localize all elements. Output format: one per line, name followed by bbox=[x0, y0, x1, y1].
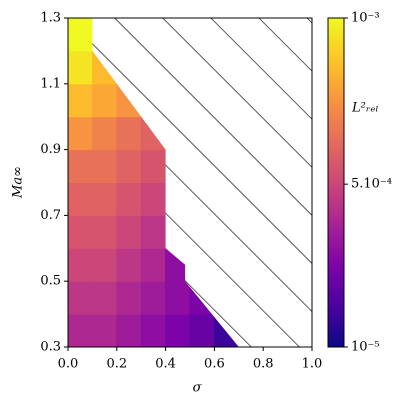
field-cell bbox=[91, 280, 118, 315]
field-cell bbox=[91, 116, 118, 151]
field-cell bbox=[68, 149, 93, 183]
field-cell bbox=[91, 149, 118, 183]
field-cell bbox=[91, 247, 118, 282]
plot-frame bbox=[67, 17, 313, 348]
field-cell bbox=[165, 280, 191, 315]
field-cell bbox=[189, 313, 215, 347]
x-tick-label: 0.8 bbox=[253, 357, 274, 372]
field-cell bbox=[140, 214, 167, 249]
field-cell bbox=[68, 214, 93, 249]
field-cell bbox=[68, 116, 93, 151]
x-tick-label: 1.0 bbox=[302, 357, 323, 372]
y-tick-label: 0.5 bbox=[40, 274, 61, 289]
x-axis-label: σ bbox=[193, 381, 203, 396]
x-tick-label: 0.4 bbox=[155, 357, 176, 372]
y-tick-label: 1.3 bbox=[40, 11, 61, 26]
field-cell bbox=[68, 83, 93, 118]
field-cell bbox=[140, 280, 167, 315]
colorbar-tick-label: 10⁻⁵ bbox=[351, 340, 380, 355]
y-tick-label: 1.1 bbox=[40, 76, 61, 91]
field-cell bbox=[116, 313, 142, 347]
field-cell bbox=[68, 280, 93, 315]
y-tick-label: 0.7 bbox=[40, 208, 61, 223]
y-tick-label: 0.3 bbox=[40, 340, 61, 355]
field-cell bbox=[91, 214, 118, 249]
field-cell bbox=[68, 182, 93, 216]
colorbar-tick-label: 10⁻³ bbox=[351, 11, 380, 26]
y-axis-label: Ma∞ bbox=[11, 166, 26, 199]
field-cell bbox=[91, 313, 118, 347]
field-cell bbox=[140, 313, 167, 347]
field-cell bbox=[116, 116, 142, 151]
x-tick-label: 0.6 bbox=[204, 357, 225, 372]
field-cell bbox=[91, 83, 118, 118]
field-cell bbox=[116, 214, 142, 249]
field-cell bbox=[116, 280, 142, 315]
field-cell bbox=[68, 18, 93, 52]
field-cell bbox=[91, 182, 118, 216]
x-tick-label: 0.0 bbox=[58, 357, 79, 372]
field-cell bbox=[165, 313, 191, 347]
field-cell bbox=[140, 247, 167, 282]
field-cell bbox=[116, 247, 142, 282]
field-cell bbox=[68, 50, 93, 85]
colorbar bbox=[327, 17, 345, 348]
colorbar-tick-label: 5.10⁻⁴ bbox=[351, 177, 392, 192]
field-cell bbox=[68, 247, 93, 282]
y-tick-label: 0.9 bbox=[40, 142, 61, 157]
field-cell bbox=[140, 149, 167, 183]
field-cell bbox=[140, 182, 167, 216]
x-tick-label: 0.2 bbox=[106, 357, 127, 372]
field-cell bbox=[116, 149, 142, 183]
colorbar-label: L²ᵣₑₗ bbox=[351, 101, 379, 116]
field-cell bbox=[68, 313, 93, 347]
field-cell bbox=[116, 182, 142, 216]
